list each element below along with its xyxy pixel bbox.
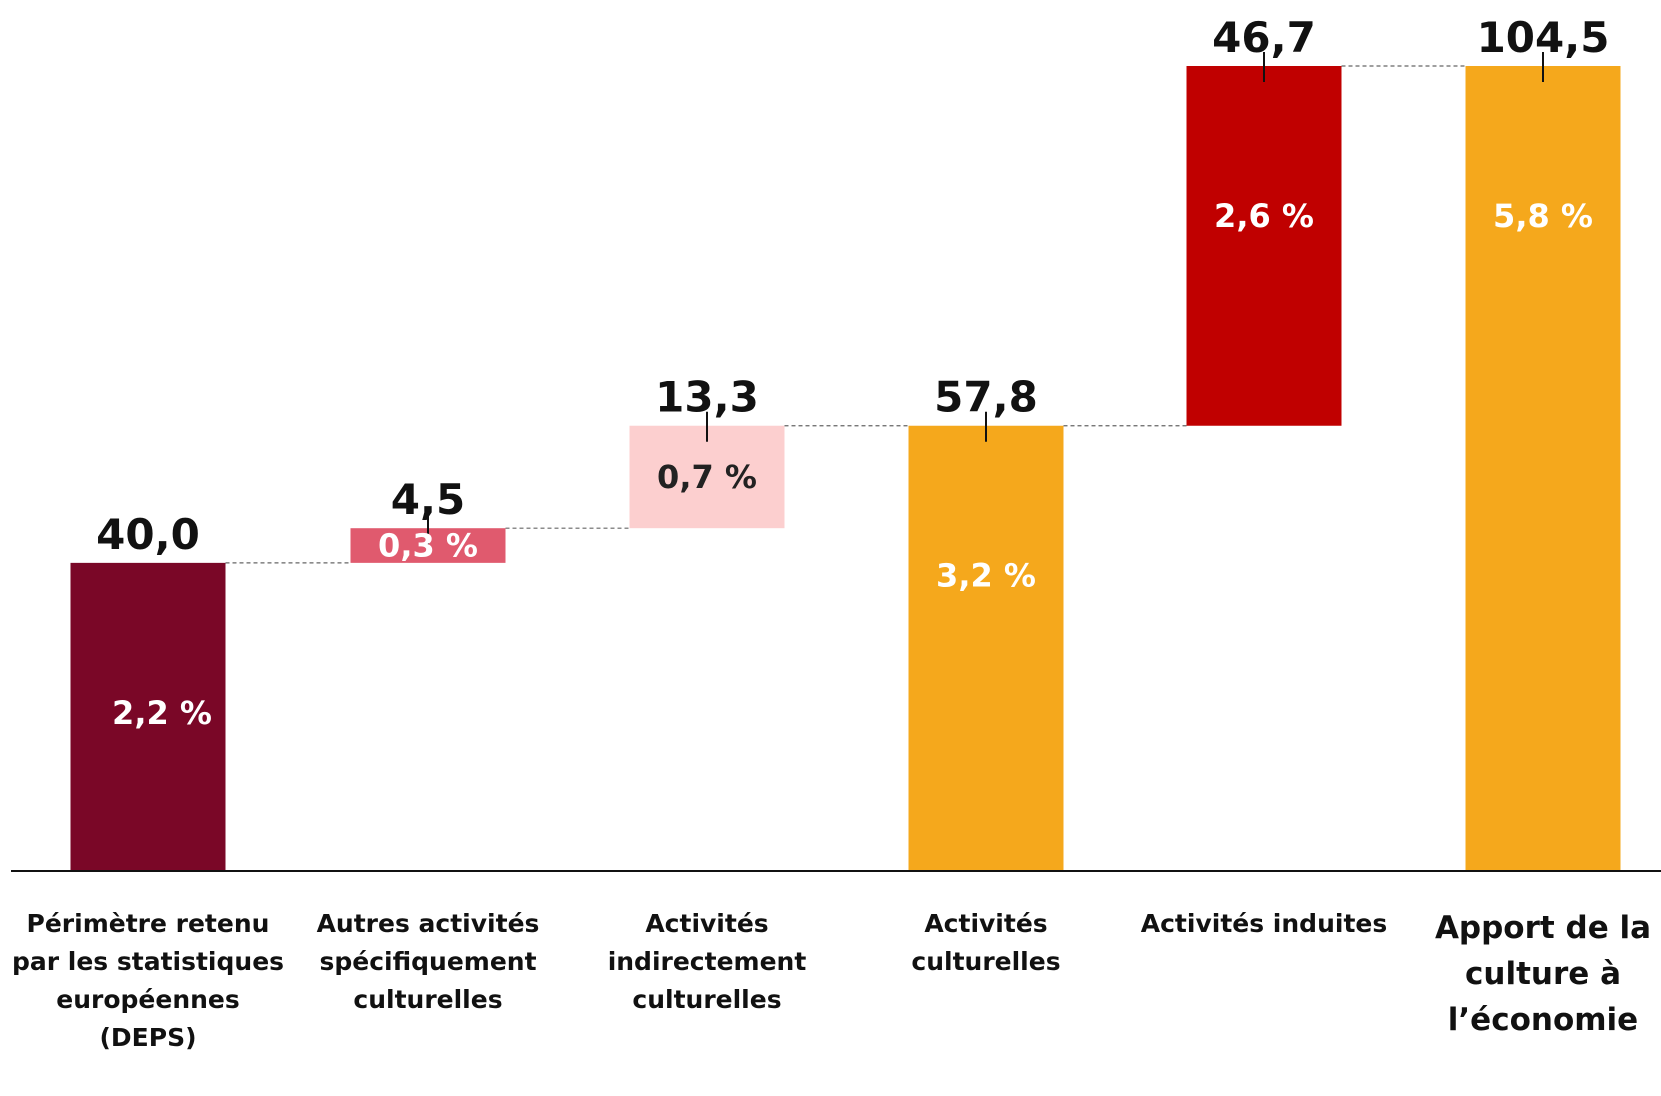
value-label: 104,5 (1477, 13, 1610, 62)
category-label: Apport de la culture à l’économie (1434, 910, 1652, 1038)
category-label: Autres activités spécifiquement culturel… (316, 909, 540, 1014)
category-label: Périmètre retenu par les statistiques eu… (11, 909, 285, 1052)
category-label: Activités induites (1140, 909, 1388, 938)
bar (629, 425, 785, 529)
share-label: 2,6 % (1214, 197, 1314, 235)
bar (1186, 66, 1342, 426)
share-label: 3,2 % (936, 557, 1036, 595)
share-label: 2,2 % (112, 694, 212, 732)
bar (908, 425, 1064, 871)
value-label: 46,7 (1212, 13, 1316, 62)
value-label: 57,8 (934, 373, 1038, 422)
value-label: 40,0 (96, 510, 200, 559)
value-label: 13,3 (655, 373, 759, 422)
bar (1465, 66, 1621, 871)
bar (70, 562, 226, 871)
share-label: 5,8 % (1493, 197, 1593, 235)
category-label: Activités culturelles (911, 909, 1061, 976)
share-label: 0,3 % (378, 527, 478, 565)
value-label: 4,5 (391, 475, 465, 524)
share-label: 0,7 % (657, 458, 757, 496)
category-label: Activités indirectement culturelles (607, 909, 807, 1014)
